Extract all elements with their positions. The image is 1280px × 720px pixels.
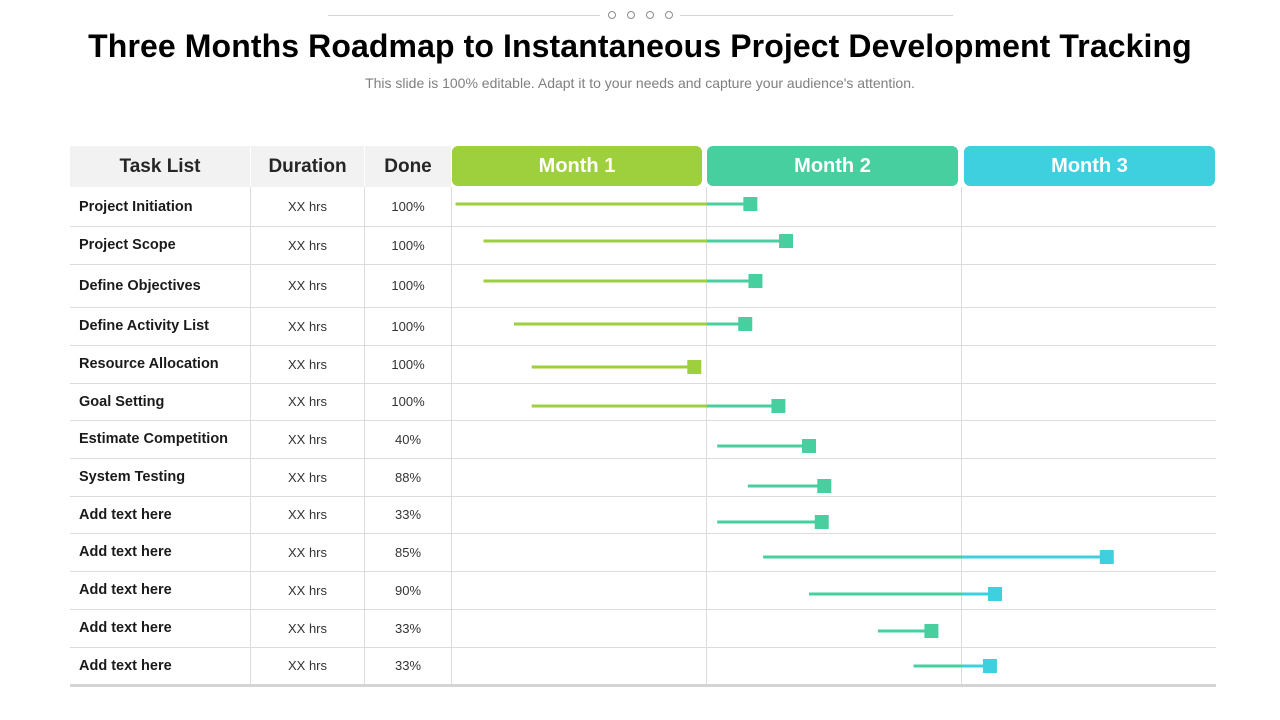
gantt-end-marker: [743, 197, 758, 211]
header-task-list: Task List: [70, 146, 250, 187]
gantt-bar: [531, 360, 702, 374]
row-divider: [70, 226, 1216, 227]
duration-cell: XX hrs: [287, 507, 327, 522]
column-divider: [706, 187, 707, 684]
gantt-end-marker: [988, 587, 1003, 601]
gantt-bar: [717, 439, 816, 453]
done-cell: 88%: [394, 469, 422, 485]
task-name: Goal Setting: [79, 393, 165, 410]
page-title: Three Months Roadmap to Instantaneous Pr…: [88, 28, 1192, 64]
column-divider: [364, 187, 365, 684]
task-name: Project Scope: [79, 237, 176, 253]
gantt-end-marker: [982, 659, 997, 673]
task-name: Define Objectives: [79, 277, 201, 294]
gantt-bar: [483, 274, 763, 288]
row-divider: [70, 571, 1216, 572]
gantt-bar: [763, 550, 1114, 564]
dot-icon: [646, 11, 654, 19]
duration-cell: XX hrs: [287, 394, 327, 409]
done-cell: 85%: [394, 544, 422, 560]
row-divider: [70, 345, 1216, 346]
done-cell: 100%: [391, 237, 425, 253]
dot-icon: [665, 11, 673, 19]
gantt-bar: [513, 317, 753, 331]
gantt-bar: [483, 234, 794, 248]
month-2-header: Month 2: [707, 146, 958, 186]
table-bottom-border: [70, 684, 1216, 687]
row-divider: [70, 458, 1216, 459]
month-1-header: Month 1: [452, 146, 702, 186]
duration-cell: XX hrs: [287, 620, 327, 636]
column-divider: [451, 187, 452, 684]
gantt-bar: [717, 515, 829, 529]
column-divider: [250, 187, 251, 684]
dot-icon: [627, 11, 635, 19]
duration-cell: XX hrs: [287, 544, 327, 560]
header-duration: Duration: [251, 146, 364, 187]
duration-cell: XX hrs: [287, 431, 327, 447]
header-done: Done: [365, 146, 451, 187]
duration-cell: XX hrs: [287, 658, 327, 673]
gantt-end-marker: [738, 317, 753, 331]
row-divider: [70, 307, 1216, 308]
task-name: Add text here: [79, 657, 172, 674]
duration-cell: XX hrs: [287, 469, 327, 485]
done-cell: 33%: [394, 620, 422, 636]
row-divider: [70, 264, 1216, 265]
row-divider: [70, 647, 1216, 648]
gantt-bar: [809, 587, 1003, 601]
row-divider: [70, 383, 1216, 384]
task-name: Add text here: [79, 620, 172, 636]
column-divider: [961, 187, 962, 684]
gantt-end-marker: [1099, 550, 1114, 564]
done-cell: 40%: [394, 431, 422, 447]
gantt-bar: [455, 197, 758, 211]
row-divider: [70, 420, 1216, 421]
row-divider: [70, 533, 1216, 534]
task-name: Define Activity List: [79, 318, 209, 334]
gantt-end-marker: [748, 274, 763, 288]
gantt-bar: [747, 479, 832, 493]
done-cell: 33%: [394, 658, 422, 673]
done-cell: 100%: [391, 199, 425, 214]
duration-cell: XX hrs: [287, 199, 327, 214]
dot-icon: [608, 11, 616, 19]
duration-cell: XX hrs: [287, 582, 327, 598]
duration-cell: XX hrs: [287, 318, 327, 334]
task-name: Add text here: [79, 544, 172, 560]
done-cell: 33%: [394, 507, 422, 522]
row-divider: [70, 609, 1216, 610]
gantt-bar: [877, 624, 939, 638]
gantt-end-marker: [817, 479, 832, 493]
gantt-end-marker: [687, 360, 702, 374]
gantt-bar: [913, 659, 997, 673]
task-name: System Testing: [79, 469, 186, 485]
gantt-end-marker: [771, 399, 786, 413]
task-name: Add text here: [79, 582, 172, 598]
done-cell: 100%: [391, 394, 425, 409]
gantt-bar: [531, 399, 786, 413]
done-cell: 90%: [394, 582, 422, 598]
header-divider-right: [680, 15, 953, 16]
duration-cell: XX hrs: [287, 237, 327, 253]
task-name: Project Initiation: [79, 198, 193, 215]
page-subtitle: This slide is 100% editable. Adapt it to…: [365, 75, 915, 91]
gantt-end-marker: [779, 234, 794, 248]
duration-cell: XX hrs: [287, 356, 327, 372]
done-cell: 100%: [391, 278, 425, 293]
month-3-header: Month 3: [964, 146, 1215, 186]
task-name: Estimate Competition: [79, 431, 229, 447]
gantt-end-marker: [802, 439, 816, 453]
gantt-end-marker: [924, 624, 939, 638]
gantt-end-marker: [814, 515, 829, 529]
done-cell: 100%: [391, 356, 425, 372]
row-divider: [70, 496, 1216, 497]
task-name: Resource Allocation: [79, 356, 219, 372]
done-cell: 100%: [391, 318, 425, 334]
duration-cell: XX hrs: [287, 278, 327, 293]
header-divider-left: [328, 15, 600, 16]
task-name: Add text here: [79, 506, 172, 523]
